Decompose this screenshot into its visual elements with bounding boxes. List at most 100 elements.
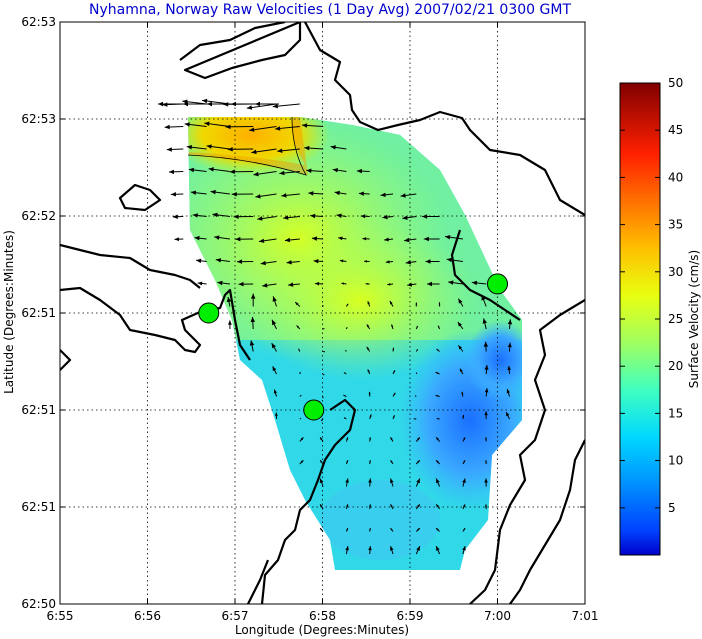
- velocity-arrow: [415, 478, 421, 487]
- colorbar-tick-label: 5: [668, 501, 676, 515]
- velocity-arrow: [462, 437, 466, 442]
- velocity-arrow: [320, 418, 324, 422]
- velocity-arrow: [392, 392, 396, 397]
- velocity-arrow: [415, 372, 418, 375]
- velocity-arrow: [207, 101, 231, 107]
- velocity-arrow: [210, 189, 230, 195]
- velocity-arrow: [484, 411, 488, 420]
- velocity-arrow: [368, 478, 372, 487]
- velocity-arrow: [385, 260, 394, 264]
- velocity-arrow: [338, 236, 347, 241]
- velocity-arrow: [332, 167, 347, 173]
- velocity-arrow: [273, 389, 278, 397]
- velocity-arrow: [323, 351, 326, 353]
- velocity-arrow: [345, 527, 349, 532]
- velocity-arrow: [389, 545, 394, 555]
- y-tick-label: 62:50: [21, 597, 56, 611]
- colorbar-tick-label: 40: [668, 170, 683, 184]
- y-tick-label: 62:51: [21, 500, 56, 514]
- chart-title: Nyhamna, Norway Raw Velocities (1 Day Av…: [89, 2, 571, 18]
- velocity-arrow: [345, 327, 348, 330]
- velocity-arrow: [334, 190, 347, 196]
- velocity-arrow: [284, 237, 300, 243]
- colorbar-tick-label: 20: [668, 359, 683, 373]
- velocity-arrow: [436, 418, 440, 420]
- velocity-arrow: [322, 373, 325, 376]
- velocity-arrow: [231, 101, 255, 107]
- velocity-arrow: [364, 260, 370, 263]
- velocity-arrow: [405, 260, 417, 265]
- velocity-arrow: [231, 191, 254, 197]
- velocity-arrow: [345, 437, 349, 442]
- velocity-arrow: [415, 459, 421, 465]
- velocity-arrow: [299, 436, 304, 442]
- velocity-arrow: [277, 148, 300, 153]
- velocity-arrow: [339, 259, 347, 263]
- velocity-arrow: [415, 503, 421, 510]
- velocity-arrow: [250, 293, 256, 307]
- velocity-arrow: [227, 320, 232, 330]
- velocity-arrow: [358, 191, 370, 196]
- x-tick-label: 7:00: [484, 609, 511, 623]
- velocity-arrow: [368, 546, 372, 555]
- velocity-arrow: [196, 258, 207, 264]
- velocity-arrow: [288, 282, 300, 287]
- velocity-arrow: [505, 411, 510, 420]
- velocity-arrow: [507, 342, 512, 352]
- velocity-arrow: [204, 121, 230, 127]
- velocity-arrow: [369, 528, 371, 532]
- velocity-arrow: [369, 460, 371, 465]
- velocity-arrow: [227, 147, 254, 152]
- velocity-arrow: [271, 319, 277, 330]
- velocity-arrow: [170, 192, 184, 197]
- x-tick-label: 6:57: [222, 609, 249, 623]
- y-axis: 62:53 62:53 62:52 62:51 62:51 62:51 62:50: [21, 15, 585, 611]
- velocity-arrow: [436, 348, 440, 352]
- colorbar: 5 10 15 20 25 30 35 40 45 50 Surface Velocity (cm…: [619, 76, 701, 556]
- colorbar-gradient: [619, 82, 661, 556]
- velocity-arrow: [471, 280, 487, 286]
- velocity-arrow: [365, 282, 370, 285]
- velocity-arrow: [484, 388, 489, 397]
- velocity-arrow: [308, 191, 324, 196]
- velocity-arrow: [438, 302, 441, 307]
- velocity-arrow: [435, 371, 440, 375]
- velocity-arrow: [435, 503, 441, 510]
- velocity-arrow: [255, 193, 277, 199]
- velocity-arrow: [356, 168, 370, 174]
- velocity-arrow: [415, 436, 421, 442]
- velocity-arrow: [462, 527, 466, 532]
- velocity-arrow: [311, 236, 324, 241]
- colorbar-tick-label: 45: [668, 123, 683, 137]
- velocity-arrow: [233, 214, 254, 219]
- velocity-arrow: [299, 459, 304, 465]
- x-axis-label: Longitude (Degrees:Minutes): [235, 623, 409, 637]
- x-tick-label: 6:58: [309, 609, 336, 623]
- velocity-arrow: [484, 478, 488, 487]
- station-marker: [487, 273, 508, 295]
- velocity-arrow: [459, 368, 464, 375]
- velocity-arrow: [235, 236, 254, 242]
- velocity-arrow: [201, 98, 230, 105]
- velocity-arrow: [313, 259, 324, 264]
- velocity-arrow: [457, 298, 464, 307]
- velocity-arrow: [299, 394, 302, 397]
- velocity-arrow: [184, 122, 207, 127]
- velocity-arrow: [415, 545, 421, 555]
- velocity-arrow: [345, 303, 349, 307]
- y-tick-label: 62:51: [21, 403, 56, 417]
- velocity-arrow: [369, 437, 371, 442]
- velocity-arrow: [448, 280, 463, 285]
- velocity-arrow: [407, 282, 417, 287]
- velocity-arrow: [446, 257, 463, 263]
- velocity-arrow: [392, 370, 396, 375]
- velocity-arrow: [343, 417, 347, 420]
- velocity-arrow: [482, 318, 488, 330]
- velocity-arrow: [283, 215, 300, 220]
- velocity-arrow: [366, 324, 371, 330]
- velocity-arrow: [484, 364, 489, 375]
- plot-area: [59, 21, 586, 605]
- velocity-arrow: [367, 369, 371, 375]
- velocity-arrow: [366, 346, 371, 352]
- y-tick-label: 62:53: [21, 112, 56, 126]
